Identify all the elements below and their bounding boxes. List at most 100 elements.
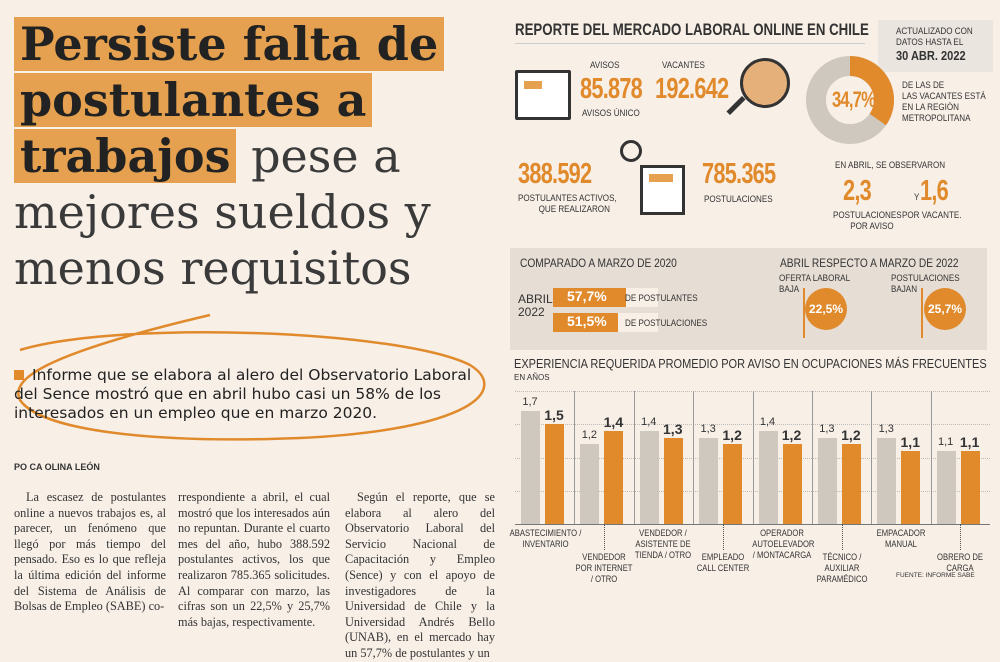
bar-value-label: 1,3 (878, 422, 894, 435)
bar (960, 450, 980, 524)
infographic-title: REPORTE DEL MERCADO LABORAL ONLINE EN CH… (515, 20, 869, 39)
leader-line (722, 524, 724, 550)
bar-value-label: 1,2 (581, 429, 598, 442)
category-label: ABASTECIMIENTO / INVENTARIO (509, 528, 582, 549)
bar-value-label: 1,4 (603, 413, 624, 430)
postulantes-sub: POSTULANTES ACTIVOS, QUE REALIZARON (518, 193, 617, 215)
avisos-value: 85.878 (580, 73, 643, 105)
postulaciones-sub: POSTULACIONES (704, 194, 773, 205)
bar (782, 444, 802, 524)
chart-source: FUENTE: INFORME SABE (896, 572, 975, 579)
category-label: OBRERO DE CARGA (937, 552, 984, 573)
ellipse-annotation (17, 313, 486, 441)
oferta-label: OFERTA LABORAL BAJA (779, 273, 851, 295)
ratio-per-vacante-label: POR VACANTE. (902, 210, 962, 221)
category-label: OPERADOR AUTOELEVADOR / MONTACARGA (752, 528, 815, 560)
bar-value-label: 1,3 (700, 422, 716, 435)
avisos-label: AVISOS (590, 60, 620, 71)
bar-value-label: 1,4 (759, 415, 776, 428)
bar (521, 410, 540, 524)
bar-value-label: 1,1 (959, 433, 980, 450)
bar-track-postulantes: 57,7% (553, 288, 658, 307)
bar (877, 437, 897, 524)
bar (936, 450, 956, 524)
bar-value-label: 1,4 (641, 415, 657, 428)
bar (699, 437, 719, 524)
bar (841, 444, 861, 524)
compare-2020-title: COMPARADO A MARZO DE 2020 (520, 256, 677, 270)
group-separator (752, 391, 754, 524)
group-separator (633, 391, 635, 524)
headline-line-2: postulantes a (14, 73, 373, 127)
body-column-3: Según el reporte, que se elabora al aler… (345, 490, 495, 660)
bar-value-label: 1,5 (544, 407, 564, 424)
category-label: EMPACADOR MANUAL (876, 528, 926, 549)
headline-line-1: Persiste falta de (14, 17, 445, 71)
body-column-2: rrespondiente a abril, el cual mostró qu… (178, 490, 330, 629)
abril-2022-label: ABRIL 2022 (518, 292, 553, 319)
compare-postulantes-text: DE POSTULANTES (625, 293, 698, 304)
bar (758, 430, 778, 524)
rm-value: 34,7% (832, 87, 876, 112)
bar-value-label: 1,1 (900, 433, 920, 450)
category-label: TÉCNICO / AUXILIAR PARAMÉDICO (816, 552, 867, 584)
lede: Informe que se elabora al alero del Obse… (14, 366, 472, 422)
oferta-drop-value: 22,5% (805, 288, 847, 330)
leader-line (604, 524, 606, 550)
divider (515, 43, 865, 44)
category-label: VENDEDOR / ASISTENTE DE TIENDA / OTRO (635, 528, 692, 560)
leader-line (960, 524, 962, 550)
abril-intro: EN ABRIL, SE OBSERVARON (835, 160, 946, 171)
bar-value-label: 1,2 (722, 427, 742, 444)
bar-value-label: 1,1 (937, 435, 954, 448)
bar-value-label: 1,2 (841, 427, 861, 444)
category-label: EMPLEADO CALL CENTER (696, 552, 750, 573)
vacantes-label: VACANTES (662, 60, 705, 71)
donut-orange-segment (806, 56, 894, 144)
compare-postulaciones-text: DE POSTULACIONES (625, 318, 708, 329)
down-arrow-icon (921, 288, 923, 338)
gridline (515, 524, 990, 525)
magnifier-handle (726, 95, 746, 116)
chart-categories: ABASTECIMIENTO / INVENTARIO VENDEDOR POR … (509, 524, 990, 604)
postulaciones-drop-value: 25,7% (924, 288, 966, 330)
person-icon (620, 140, 642, 162)
postulaciones-drop-label: POSTULACIONES BAJAN (891, 273, 960, 295)
bar-value-label: 1,2 (781, 427, 802, 444)
down-arrow-icon (803, 288, 805, 338)
compare-2022-title: ABRIL RESPECTO A MARZO DE 2022 (780, 256, 959, 270)
bar-value-label: 1,7 (522, 395, 538, 408)
rm-donut (806, 56, 894, 144)
bar (639, 430, 659, 524)
bar (604, 430, 624, 524)
headline-line-3: trabajos pese a (14, 129, 401, 183)
bar (901, 450, 921, 524)
newspaper-icon (515, 70, 571, 120)
ratio-per-aviso: 2,3 (843, 175, 872, 207)
body-column-1: La escasez de postulantes online a nuevo… (14, 490, 166, 614)
ratio-per-vacante: 1,6 (920, 175, 949, 207)
chart-subtitle: EN AÑOS (514, 373, 550, 382)
bar (723, 444, 743, 524)
bullet-square-icon (14, 370, 24, 380)
ratio-per-aviso-label: POSTULACIONES POR AVISO (833, 210, 902, 232)
byline: PO CA OLINA LEÓN (14, 462, 100, 472)
bar (663, 437, 683, 524)
headline-line-4: mejores sueldos y (14, 185, 431, 239)
bar-value-label: 1,3 (663, 420, 683, 437)
leader-line (841, 524, 843, 550)
group-separator (871, 391, 873, 524)
updated-box: ACTUALIZADO CON DATOS HASTA EL 30 ABR. 20… (878, 20, 993, 72)
bar (545, 424, 564, 524)
chart-title: EXPERIENCIA REQUERIDA PROMEDIO POR AVISO… (514, 357, 987, 371)
rm-text: DE LAS DE LAS VACANTES ESTÁ EN LA REGIÓN ME… (902, 80, 986, 124)
group-separator (930, 391, 932, 524)
avisos-sub: AVISOS ÚNICO (582, 108, 640, 119)
magnifier-people-icon (740, 58, 790, 108)
bar (580, 444, 600, 524)
vacantes-value: 192.642 (655, 73, 729, 105)
bar-track-postulaciones: 51,5% (553, 313, 658, 332)
chart-plot: 1,7 1,5 1,2 1,4 1,4 1,3 1,3 1,2 1,4 1,2 1,3 1,2 1,3 1… (515, 391, 990, 525)
bar-value-label: 1,3 (819, 422, 835, 435)
application-form-icon (640, 165, 685, 215)
